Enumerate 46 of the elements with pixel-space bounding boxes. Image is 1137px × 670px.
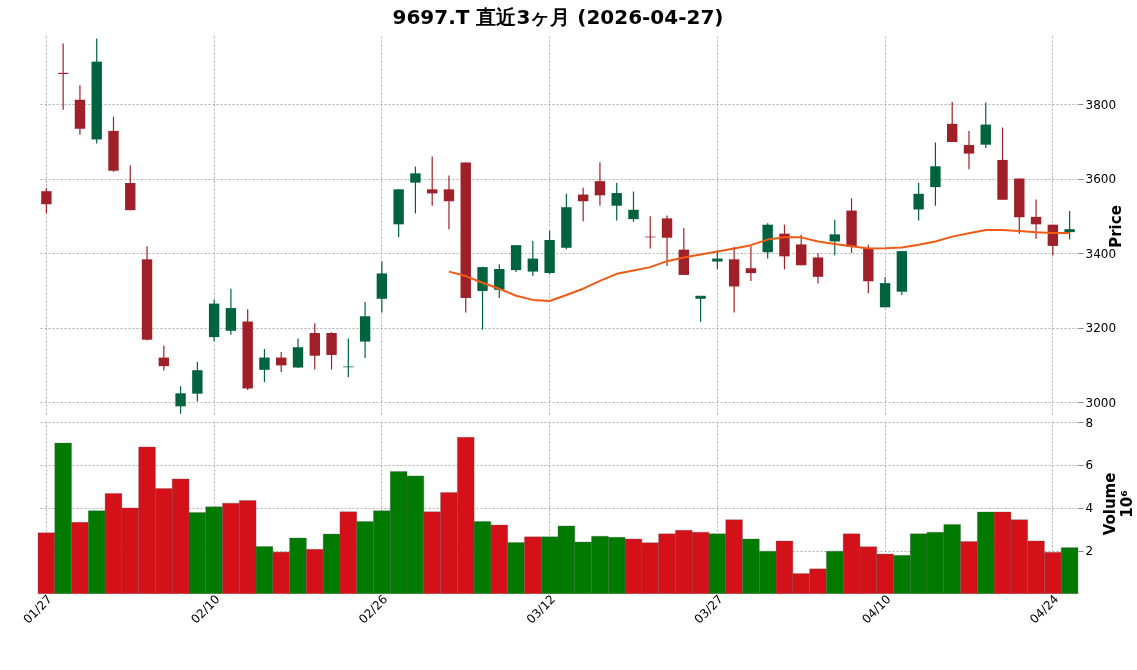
candlestick bbox=[829, 219, 840, 256]
candlestick bbox=[594, 161, 606, 207]
candlestick bbox=[477, 266, 488, 331]
candlestick bbox=[930, 141, 941, 207]
candlestick bbox=[343, 337, 354, 378]
candlestick bbox=[1030, 198, 1042, 240]
candlestick bbox=[796, 234, 807, 266]
candlestick bbox=[712, 250, 723, 270]
y-tick-label: 3000 bbox=[1085, 395, 1117, 410]
candlestick bbox=[426, 155, 438, 207]
candlestick bbox=[695, 295, 706, 323]
candlestick bbox=[779, 224, 790, 270]
chart-title: 9697.T 直近3ヶ月 (2026-04-27) bbox=[392, 5, 724, 29]
y-tick-label: 3200 bbox=[1085, 321, 1117, 336]
candlestick bbox=[326, 331, 337, 371]
candlestick bbox=[225, 288, 237, 336]
candlestick bbox=[192, 361, 203, 403]
candlestick bbox=[611, 182, 622, 222]
y-tick-label: 3400 bbox=[1085, 246, 1117, 261]
candlestick bbox=[1064, 210, 1075, 241]
candlestick bbox=[175, 385, 186, 415]
candlestick bbox=[527, 240, 539, 277]
candlestick bbox=[913, 182, 924, 222]
candlestick bbox=[410, 166, 421, 215]
text: 10⁶ bbox=[1118, 490, 1137, 518]
y-tick-label: 8 bbox=[1085, 415, 1094, 430]
candlestick bbox=[259, 348, 270, 383]
candlestick bbox=[628, 190, 639, 223]
y-tick-label: 4 bbox=[1085, 501, 1094, 516]
candlestick bbox=[309, 322, 320, 371]
candlestick bbox=[812, 252, 824, 285]
candlestick bbox=[980, 102, 991, 149]
candlestick bbox=[946, 101, 958, 143]
y-tick-label: 2 bbox=[1085, 544, 1094, 559]
y-axis-title: Price bbox=[1107, 205, 1126, 248]
candlestick bbox=[41, 187, 52, 214]
candlestick bbox=[745, 245, 757, 282]
candlestick bbox=[292, 337, 304, 369]
y-tick-label: 3800 bbox=[1085, 97, 1117, 112]
y-axis-title: Volume bbox=[1101, 472, 1120, 536]
candlestick bbox=[963, 130, 975, 170]
candlestick bbox=[158, 345, 170, 372]
y-tick-label: 6 bbox=[1085, 458, 1094, 473]
y-tick-label: 3600 bbox=[1085, 172, 1117, 187]
candlestick bbox=[661, 214, 673, 267]
candlestick bbox=[443, 174, 455, 231]
